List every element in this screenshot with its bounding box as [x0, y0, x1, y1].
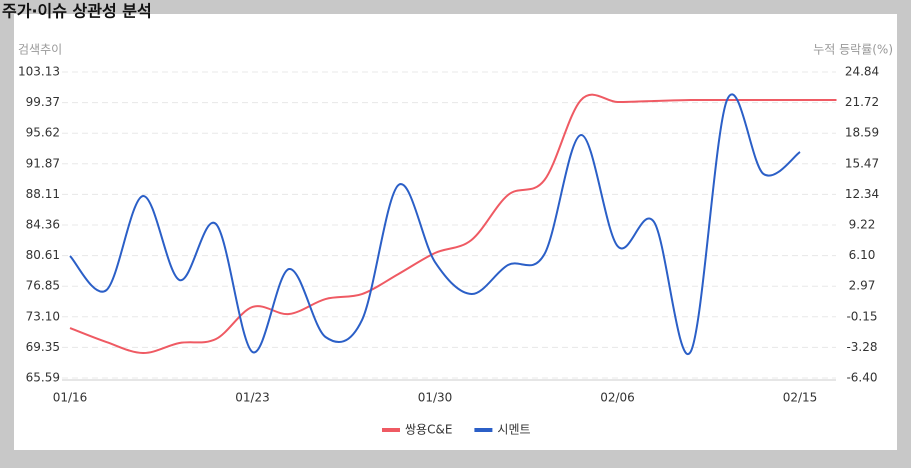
panel — [14, 14, 897, 450]
x-tick-label: 02/15 — [783, 391, 818, 405]
legend-label: 쌍용C&E — [405, 423, 452, 437]
y-tick-label: 88.11 — [26, 187, 60, 201]
series-line — [69, 93, 801, 356]
series-line — [69, 93, 837, 355]
y2-tick-label: 2.97 — [849, 279, 876, 293]
y-tick-label: 73.10 — [26, 309, 60, 323]
y2-tick-label: 21.72 — [845, 95, 879, 109]
y-tick-label: 76.85 — [26, 279, 60, 293]
x-tick-label: 01/23 — [235, 391, 270, 405]
x-tick-label: 02/06 — [600, 391, 635, 405]
y2-tick-label: 18.59 — [845, 126, 879, 140]
y-tick-label: 103.13 — [18, 65, 60, 79]
y2-tick-label: -0.15 — [846, 309, 877, 323]
x-tick-label: 01/16 — [53, 391, 88, 405]
x-tick-label: 01/30 — [418, 391, 453, 405]
y2-tick-label: 15.47 — [845, 156, 879, 170]
y-axis-title: 검색추이 — [18, 43, 62, 57]
y2-tick-label: -6.40 — [846, 371, 877, 385]
legend-label: 시멘트 — [497, 423, 530, 437]
chart-title: 주가·이슈 상관성 분석 — [2, 2, 152, 21]
y-tick-label: 80.61 — [26, 248, 60, 262]
y2-tick-label: 6.10 — [849, 248, 876, 262]
y-tick-label: 84.36 — [26, 218, 60, 232]
y2-tick-label: 9.22 — [849, 218, 876, 232]
y-tick-label: 91.87 — [26, 156, 60, 170]
y2-axis-title: 누적 등락률(%) — [813, 43, 893, 57]
y-tick-label: 69.35 — [26, 340, 60, 354]
y-tick-label: 99.37 — [26, 95, 60, 109]
y2-tick-label: -3.28 — [846, 340, 877, 354]
y2-tick-label: 24.84 — [845, 65, 879, 79]
y-tick-label: 65.59 — [26, 371, 60, 385]
y-tick-label: 95.62 — [26, 126, 60, 140]
y2-tick-label: 12.34 — [845, 187, 879, 201]
